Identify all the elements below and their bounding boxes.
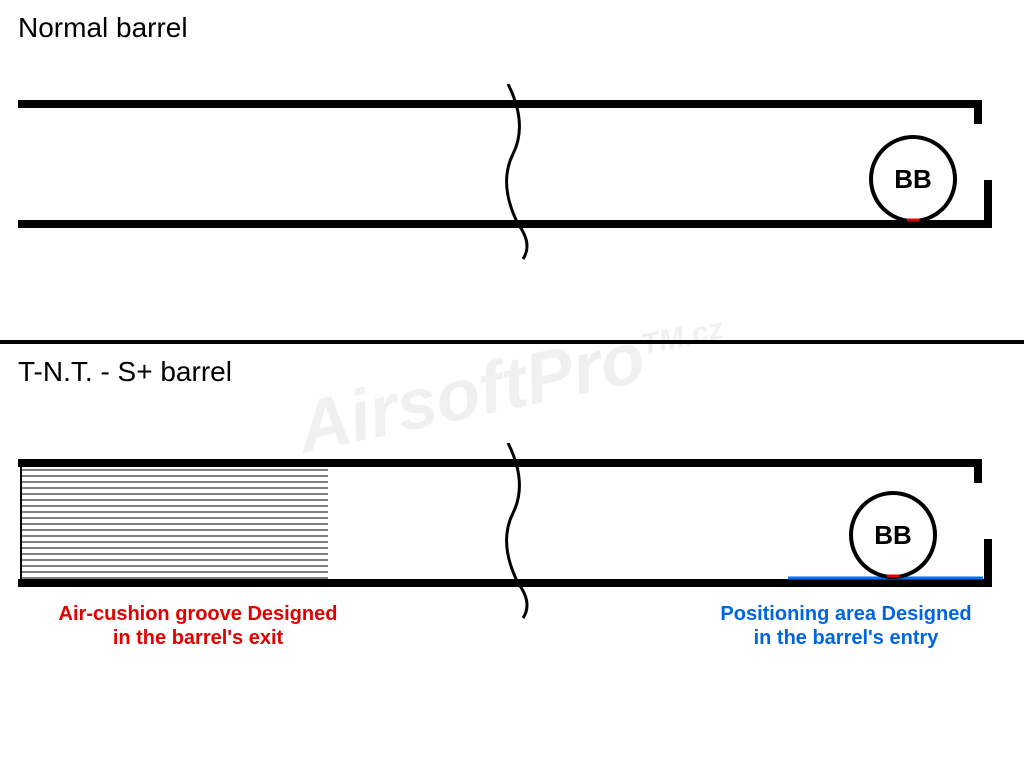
normal-barrel-section: Normal barrel BB bbox=[0, 0, 1024, 340]
bb-label-bottom: BB bbox=[874, 520, 912, 550]
bb-label-top: BB bbox=[894, 164, 932, 194]
normal-barrel-title: Normal barrel bbox=[0, 0, 1024, 44]
tnt-barrel-svg: BB bbox=[18, 443, 998, 623]
normal-barrel-diagram: BB bbox=[18, 84, 998, 264]
air-cushion-caption: Air-cushion groove Designed in the barre… bbox=[18, 602, 378, 650]
air-cushion-grooves bbox=[21, 470, 328, 578]
positioning-caption: Positioning area Designed in the barrel'… bbox=[686, 602, 1006, 650]
tnt-barrel-section: T-N.T. - S+ barrel bbox=[0, 344, 1024, 764]
tnt-barrel-title: T-N.T. - S+ barrel bbox=[0, 344, 1024, 388]
normal-barrel-svg: BB bbox=[18, 84, 998, 264]
tnt-barrel-diagram: BB bbox=[18, 443, 998, 623]
